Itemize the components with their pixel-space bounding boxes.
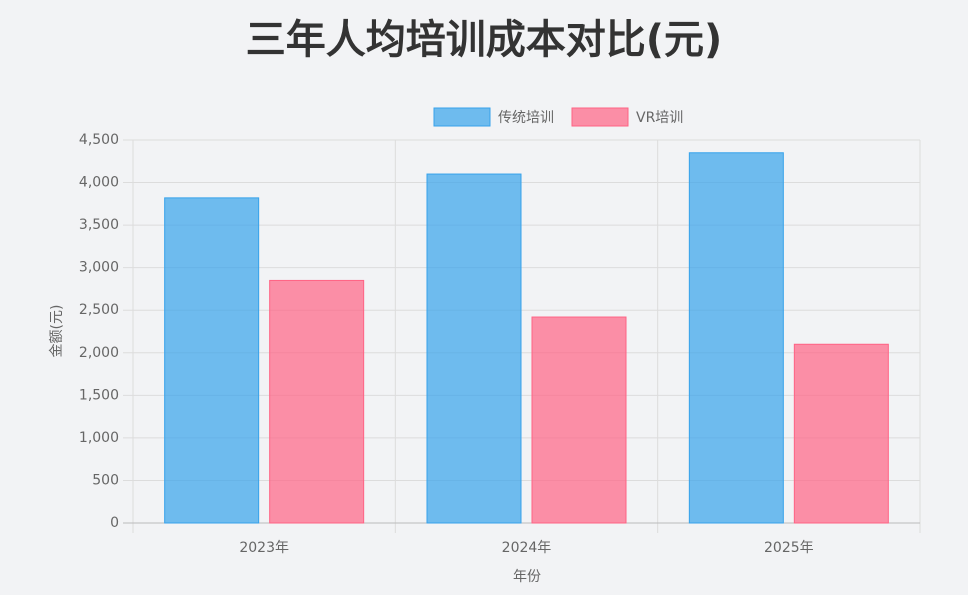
legend-label: VR培训 (636, 110, 683, 126)
y-tick-label: 4,000 (79, 175, 119, 191)
y-tick-label: 1,500 (79, 387, 119, 403)
x-tick-label: 2023年 (239, 540, 289, 556)
y-tick-label: 3,500 (79, 217, 119, 233)
x-axis-title: 年份 (513, 569, 541, 585)
legend-swatch (433, 107, 491, 127)
bar (426, 173, 522, 524)
y-tick-label: 500 (92, 472, 119, 488)
bar (531, 316, 627, 524)
x-tick-label: 2024年 (502, 540, 552, 556)
bar (164, 197, 260, 524)
legend-label: 传统培训 (498, 110, 554, 126)
y-tick-label: 4,500 (79, 132, 119, 148)
y-tick-label: 1,000 (79, 430, 119, 446)
y-tick-label: 2,000 (79, 345, 119, 361)
bar (688, 152, 784, 524)
legend-swatch (571, 107, 629, 127)
y-axis-title: 金额(元) (49, 305, 65, 358)
x-tick-label: 2025年 (764, 540, 814, 556)
bar (269, 279, 365, 524)
chart-title: 三年人均培训成本对比(元) (246, 17, 723, 63)
y-tick-label: 2,500 (79, 302, 119, 318)
y-tick-label: 3,000 (79, 260, 119, 276)
y-tick-label: 0 (110, 515, 119, 531)
bar (793, 343, 889, 524)
